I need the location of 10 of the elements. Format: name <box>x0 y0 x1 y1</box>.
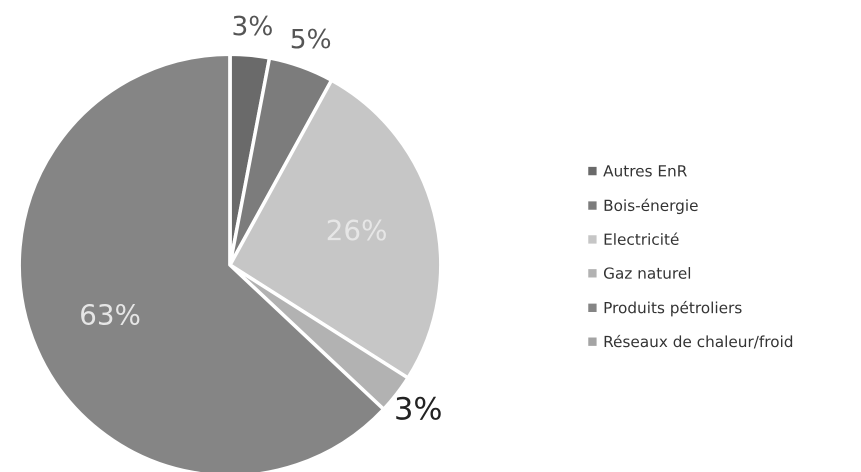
legend-label: Gaz naturel <box>604 267 690 279</box>
data-label: 3% <box>396 396 441 420</box>
legend-label: Electricité <box>604 232 679 245</box>
data-label: 3% <box>233 16 272 36</box>
data-label: 5% <box>292 28 330 49</box>
legend-label: Autres EnR <box>603 165 687 177</box>
legend-label: Bois-énergie <box>604 198 698 214</box>
data-label: 63% <box>81 304 140 325</box>
legend-label: Produits pétroliers <box>604 300 742 316</box>
legend-label: Réseaux de chaleur/froid <box>604 334 792 348</box>
